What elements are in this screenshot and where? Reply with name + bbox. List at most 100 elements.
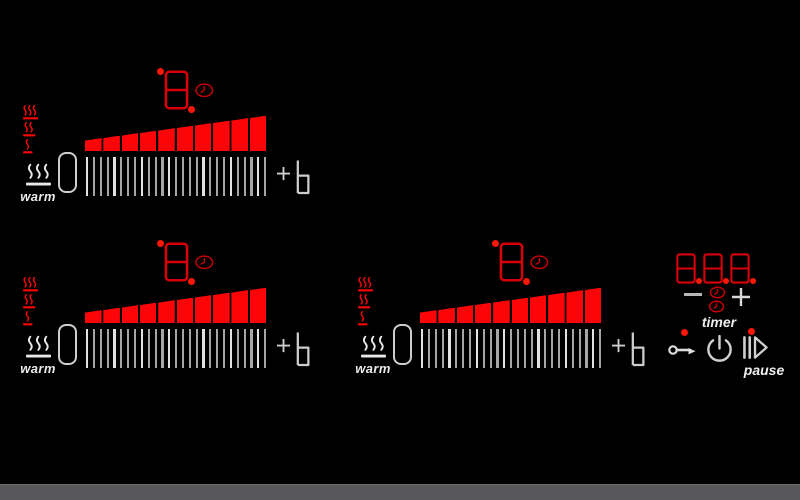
power-display-cluster: 8 bbox=[492, 240, 554, 288]
zone-off-button[interactable]: 0 bbox=[58, 324, 77, 365]
slider-tick bbox=[188, 157, 191, 196]
zone-off-button[interactable]: 0 bbox=[393, 324, 412, 365]
slider-tick bbox=[257, 329, 260, 368]
indicator-led bbox=[157, 68, 164, 75]
pause-label: pause bbox=[743, 362, 785, 378]
power-slider[interactable] bbox=[421, 329, 602, 368]
slider-tick bbox=[475, 329, 478, 368]
slider-tick bbox=[223, 157, 226, 196]
slider-tick bbox=[243, 157, 246, 196]
slider-tick bbox=[427, 329, 431, 368]
slider-tick bbox=[154, 157, 157, 196]
ramp-segment bbox=[85, 138, 102, 151]
decimal-dot bbox=[696, 278, 702, 284]
boost-b-icon bbox=[296, 332, 310, 367]
ramp-segment bbox=[121, 133, 139, 151]
slider-tick bbox=[229, 329, 233, 368]
slider-tick bbox=[462, 329, 465, 368]
ramp-segment bbox=[529, 295, 547, 323]
boost-button[interactable]: +b bbox=[276, 158, 316, 198]
keep-warm-icon bbox=[25, 335, 51, 358]
indicator-led bbox=[523, 278, 530, 285]
seven-segment-display bbox=[164, 70, 189, 110]
slider-tick bbox=[175, 329, 178, 368]
plus-icon bbox=[611, 338, 626, 353]
seven-segment-display bbox=[164, 242, 189, 282]
slider-tick bbox=[448, 329, 451, 368]
clock-icon bbox=[195, 83, 214, 98]
slider-tick bbox=[236, 329, 239, 368]
keep-warm-button[interactable]: warm bbox=[17, 159, 59, 204]
boost-b-icon bbox=[631, 332, 645, 367]
slider-tick bbox=[154, 329, 157, 368]
slider-tick bbox=[585, 329, 588, 368]
clock-icon bbox=[195, 255, 214, 270]
timer-minus-button[interactable]: − bbox=[684, 293, 702, 296]
heat-level-3-icon bbox=[23, 277, 39, 292]
slider-tick bbox=[482, 329, 485, 368]
key-lock-button[interactable] bbox=[668, 341, 698, 358]
slider-tick bbox=[503, 329, 506, 368]
panel-bottom-edge bbox=[0, 484, 800, 500]
slider-tick bbox=[106, 157, 109, 196]
slider-tick bbox=[181, 329, 185, 368]
heat-level-indicators bbox=[23, 277, 40, 326]
keep-warm-button[interactable]: warm bbox=[17, 331, 59, 376]
slider-tick bbox=[168, 329, 171, 368]
seven-segment-display bbox=[499, 242, 524, 282]
clock-icon bbox=[709, 286, 726, 299]
ramp-segment bbox=[249, 287, 267, 323]
slider-tick bbox=[181, 157, 185, 196]
ramp-segment bbox=[474, 302, 492, 323]
indicator-led bbox=[748, 328, 755, 335]
slider-tick bbox=[523, 329, 526, 368]
zone-off-button[interactable]: 0 bbox=[58, 152, 77, 193]
slider-tick bbox=[127, 329, 130, 368]
power-slider[interactable] bbox=[86, 157, 267, 196]
ramp-segment bbox=[511, 297, 529, 323]
slider-tick bbox=[168, 157, 171, 196]
seven-segment-digit bbox=[703, 253, 723, 284]
timer-plus-button[interactable] bbox=[731, 287, 751, 307]
slider-tick bbox=[236, 157, 239, 196]
slider-tick bbox=[257, 157, 260, 196]
slider-tick bbox=[592, 329, 595, 368]
slider-tick bbox=[223, 329, 226, 368]
boost-button[interactable]: +b bbox=[276, 330, 316, 370]
keep-warm-label: warm bbox=[355, 361, 391, 376]
boost-button[interactable]: +b bbox=[611, 330, 651, 370]
heat-level-3-icon bbox=[23, 105, 39, 120]
pause-play-button[interactable] bbox=[741, 335, 770, 360]
keep-warm-icon bbox=[25, 163, 51, 186]
slider-tick bbox=[188, 329, 191, 368]
heat-level-1-icon bbox=[23, 139, 33, 154]
slider-tick bbox=[441, 329, 444, 368]
power-slider[interactable] bbox=[86, 329, 267, 368]
ramp-segment bbox=[103, 135, 120, 151]
ramp-segment bbox=[139, 130, 157, 151]
slider-tick bbox=[250, 157, 253, 196]
slider-tick bbox=[229, 157, 233, 196]
power-level-ramp bbox=[85, 115, 268, 151]
slider-tick bbox=[140, 329, 143, 368]
slider-tick bbox=[133, 329, 137, 368]
slider-tick bbox=[516, 329, 520, 368]
slider-tick bbox=[202, 157, 205, 196]
power-standby-button[interactable] bbox=[704, 333, 735, 364]
ramp-segment bbox=[194, 123, 212, 151]
slider-tick bbox=[120, 157, 123, 196]
keep-warm-button[interactable]: warm bbox=[352, 331, 394, 376]
heat-level-indicators bbox=[23, 105, 40, 154]
indicator-led bbox=[157, 240, 164, 247]
keep-warm-icon bbox=[360, 335, 386, 358]
slider-tick bbox=[127, 157, 130, 196]
slider-tick bbox=[195, 157, 198, 196]
heat-level-2-icon bbox=[23, 294, 36, 309]
slider-tick bbox=[216, 329, 219, 368]
power-display-cluster: 8 bbox=[157, 240, 219, 288]
slider-tick bbox=[86, 157, 89, 196]
ramp-segment bbox=[231, 118, 248, 151]
ramp-segment bbox=[176, 297, 194, 323]
heat-level-2-icon bbox=[23, 122, 36, 137]
ramp-segment bbox=[249, 115, 267, 151]
